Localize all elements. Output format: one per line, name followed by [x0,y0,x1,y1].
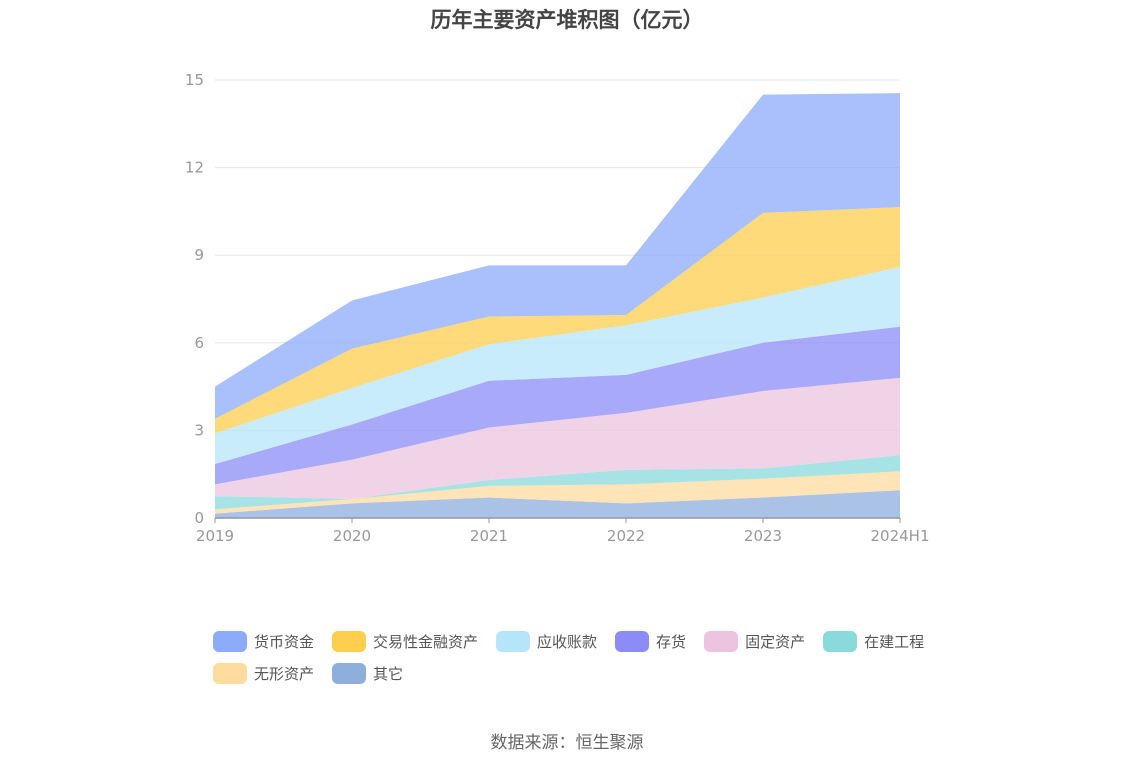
area-series-4 [215,326,900,485]
legend-item-receivables[interactable]: 应收账款 [496,630,597,652]
x-tick-label: 2024H1 [871,527,930,545]
y-tick-label: 3 [194,421,204,439]
legend-item-other[interactable]: 其它 [332,662,403,684]
legend-item-inventory[interactable]: 存货 [615,630,686,652]
legend-swatch-other [332,662,367,684]
y-tick-label: 0 [194,509,204,527]
legend-label: 存货 [656,632,687,651]
legend-swatch-fixed-assets [704,630,739,652]
area-series-7 [215,93,900,419]
x-tick-label: 2020 [333,527,371,545]
y-tick-label: 9 [194,246,204,264]
legend: 货币资金 交易性金融资产 应收账款 存货 固定资产 在建工程 无形资产 其它 [213,630,953,684]
data-source: 数据来源：恒生聚源 [490,733,644,753]
area-series-5 [215,266,900,464]
chart-title: 历年主要资产堆积图（亿元） [430,8,704,32]
y-tick-label: 15 [185,71,204,89]
legend-label: 货币资金 [254,632,315,651]
legend-swatch-cash [213,630,247,652]
legend-item-cash[interactable]: 货币资金 [213,630,314,652]
legend-item-trading-assets[interactable]: 交易性金融资产 [332,630,478,652]
legend-label: 其它 [373,664,404,683]
legend-item-fixed-assets[interactable]: 固定资产 [704,630,805,652]
legend-label: 无形资产 [254,664,315,683]
legend-label: 在建工程 [864,632,925,651]
legend-swatch-trading-assets [332,630,367,652]
y-tick-label: 12 [185,159,204,177]
legend-item-construction[interactable]: 在建工程 [823,630,924,652]
x-tick-label: 2021 [470,527,508,545]
area-series-1 [215,471,900,514]
x-tick-label: 2019 [196,527,234,545]
stacked-area-chart: 0 3 6 9 12 15 2019 2020 2021 2022 2023 2024H1 [185,71,930,545]
y-tick-label: 6 [194,334,204,352]
legend-label: 应收账款 [537,632,598,651]
legend-swatch-receivables [496,630,531,652]
legend-label: 固定资产 [745,632,806,651]
x-tick-label: 2023 [744,527,782,545]
area-series-6 [215,207,900,434]
legend-swatch-inventory [615,630,650,652]
legend-swatch-intangible [213,662,247,684]
legend-swatch-construction [823,630,858,652]
area-series-2 [215,455,900,510]
area-series-3 [215,377,900,500]
legend-label: 交易性金融资产 [373,632,479,651]
legend-item-intangible[interactable]: 无形资产 [213,662,314,684]
area-series-0 [215,490,900,518]
x-tick-label: 2022 [607,527,645,545]
